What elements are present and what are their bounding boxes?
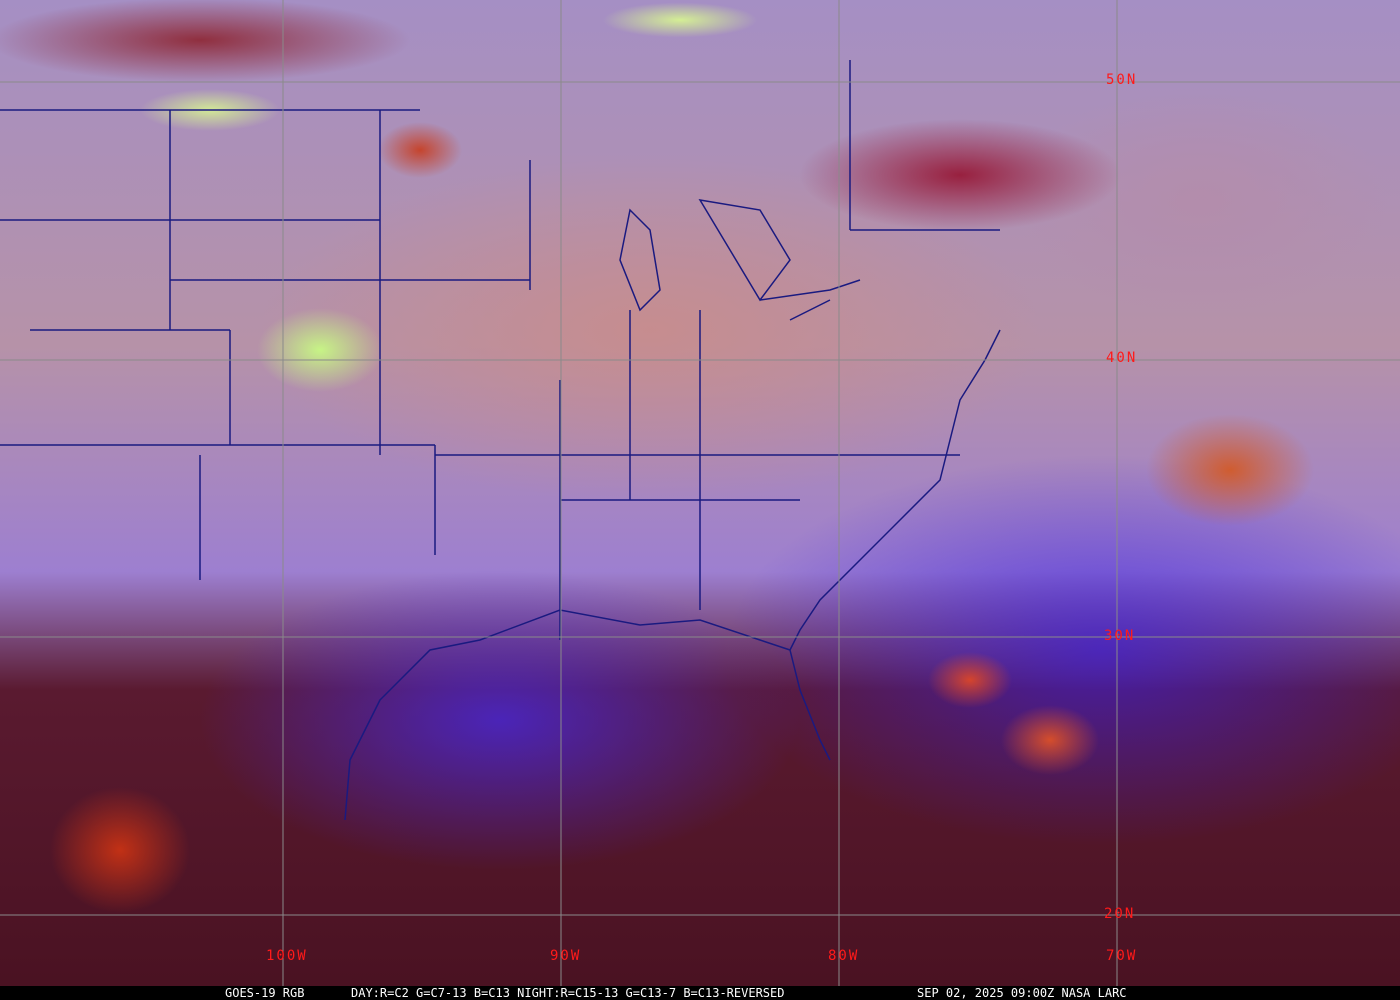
caption-timestamp: SEP 02, 2025 09:00Z NASA LARC <box>917 986 1127 1000</box>
caption-bar: GOES-19 RGB DAY:R=C2 G=C7-13 B=C13 NIGHT… <box>0 986 1400 1000</box>
caption-product: GOES-19 RGB <box>225 986 305 1000</box>
coastline-gulf <box>344 609 791 821</box>
caption-recipe: DAY:R=C2 G=C7-13 B=C13 NIGHT:R=C15-13 G=… <box>351 986 785 1000</box>
coastline-east <box>789 329 1001 761</box>
state-lines <box>0 60 1000 640</box>
longitude-label-80w: 80W <box>828 948 860 964</box>
longitude-label-70w: 70W <box>1106 948 1138 964</box>
latitude-label-30n: 30N <box>1104 628 1136 644</box>
longitude-label-100w: 100W <box>266 948 308 964</box>
latitude-label-40n: 40N <box>1106 350 1138 366</box>
latitude-label-50n: 50N <box>1106 72 1138 88</box>
latitude-label-20n: 20N <box>1104 906 1136 922</box>
great-lakes <box>619 198 861 321</box>
longitude-label-90w: 90W <box>550 948 582 964</box>
political-boundaries <box>0 60 1001 821</box>
